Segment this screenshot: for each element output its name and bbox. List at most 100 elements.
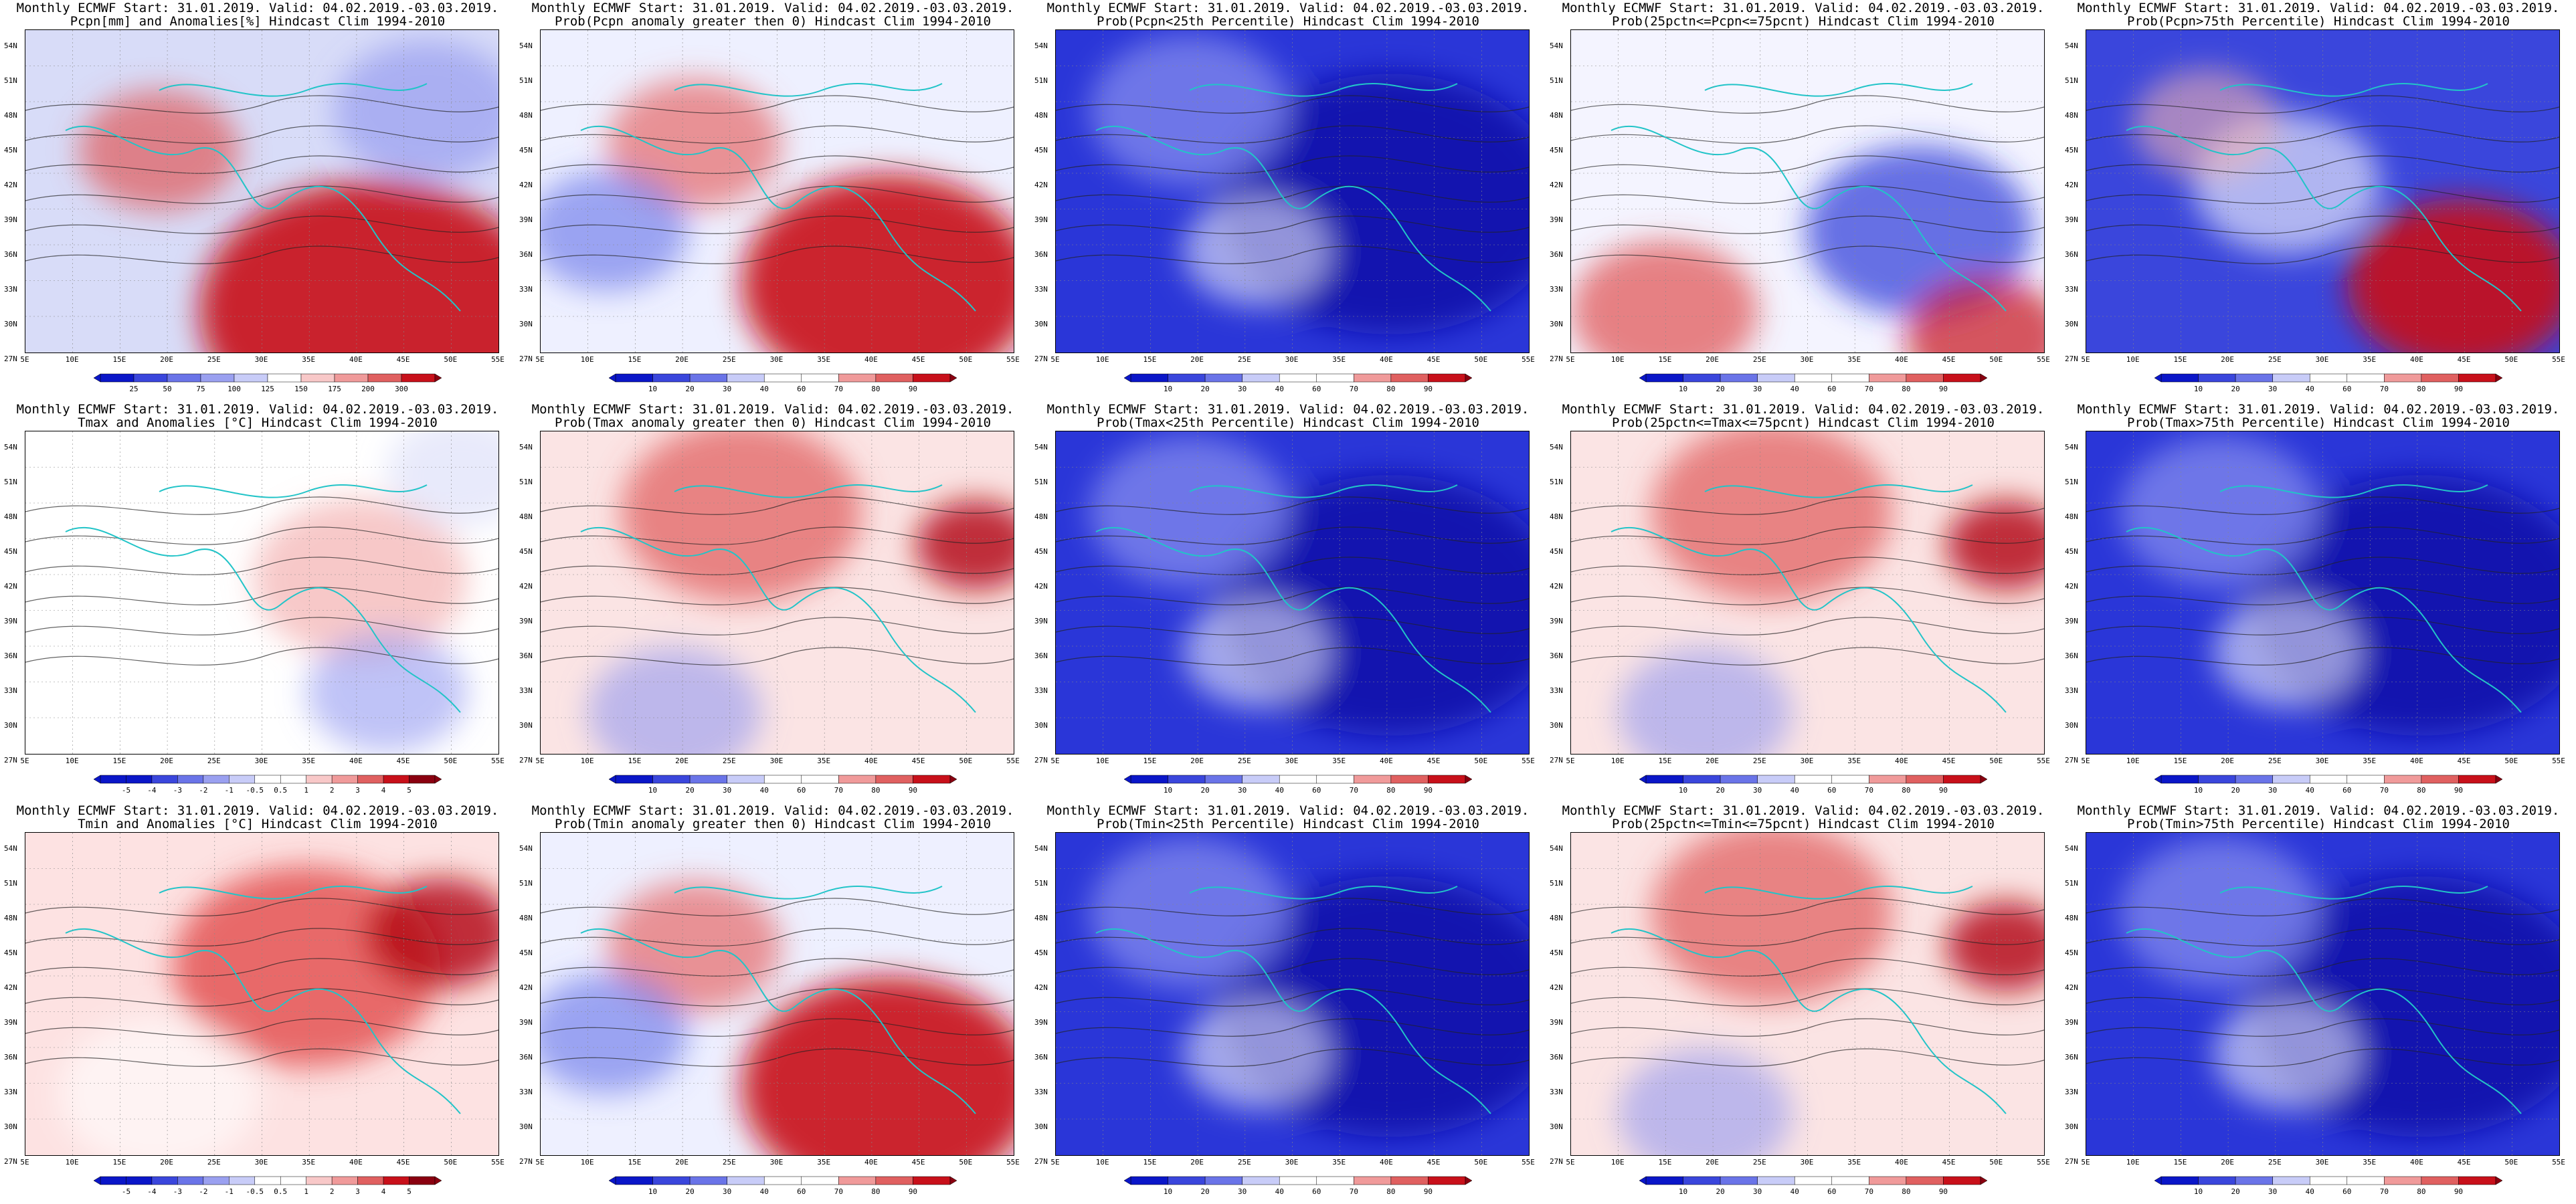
panel-title-line2: Prob(Tmax anomaly greater then 0) Hindca… [554, 415, 992, 430]
color-bar: 10 20 30 40 60 70 80 90 [2154, 373, 2503, 393]
panel-title-line1: Monthly ECMWF Start: 31.01.2019. Valid: … [531, 402, 1014, 417]
color-bar-tick: 20 [685, 1187, 695, 1196]
color-bar-tick: 10 [2193, 385, 2203, 393]
map-canvas [2086, 29, 2560, 353]
lon-label: 10E [1611, 355, 1625, 364]
lat-label: 30N [1550, 721, 1563, 730]
lon-label: 35E [2363, 757, 2377, 765]
lon-label: 15E [628, 757, 642, 765]
color-bar-tick: 80 [2417, 385, 2426, 393]
lat-label: 36N [1550, 250, 1563, 259]
lat-label: 27N [4, 1157, 17, 1166]
color-bar-tick: 80 [871, 786, 881, 795]
lon-label: 55E [1006, 355, 1020, 364]
lat-label: 30N [2065, 320, 2078, 328]
lat-label: 51N [1034, 478, 1048, 486]
map-canvas [1055, 832, 1530, 1156]
lat-label: 30N [1550, 320, 1563, 328]
lat-label: 48N [1550, 914, 1563, 922]
lon-label: 55E [2552, 1158, 2565, 1167]
lat-label: 33N [2065, 686, 2078, 695]
lat-label: 42N [4, 582, 17, 591]
lon-label: 55E [2552, 355, 2565, 364]
lon-label: 30E [769, 1158, 784, 1167]
lon-label: 55E [2037, 355, 2050, 364]
color-bar-tick: 40 [1275, 385, 1284, 393]
lat-label: 30N [2065, 721, 2078, 730]
map-panel: Monthly ECMWF Start: 31.01.2019. Valid: … [2061, 803, 2576, 1204]
lon-label: 20E [1190, 355, 1204, 364]
lon-label: 10E [2126, 1158, 2140, 1167]
lon-label: 50E [959, 1158, 973, 1167]
color-bar-tick: 1 [304, 786, 308, 795]
color-bar-tick: -4 [147, 786, 157, 795]
lat-label: 33N [519, 1088, 533, 1096]
color-bar-tick: 10 [648, 786, 658, 795]
lon-label: 15E [2173, 355, 2187, 364]
lon-label: 5E [535, 757, 545, 765]
lon-label: 40E [1379, 757, 1393, 765]
lat-label: 27N [519, 355, 533, 363]
lat-label: 45N [1034, 948, 1048, 957]
lon-label: 30E [769, 355, 784, 364]
color-bar-tick: -1 [224, 786, 234, 795]
lat-label: 39N [2065, 1018, 2078, 1027]
color-bar-tick: 30 [1753, 786, 1762, 795]
lon-label: 5E [2081, 757, 2090, 765]
color-bar-tick: 60 [797, 1187, 806, 1196]
lat-label: 33N [1034, 1088, 1048, 1096]
lon-label: 25E [1752, 1158, 1766, 1167]
lat-label: 30N [519, 320, 533, 328]
color-bar-tick: 20 [1200, 1187, 1210, 1196]
lat-label: 54N [1034, 844, 1048, 853]
panel-title-line2: Prob(Pcpn<25th Percentile) Hindcast Clim… [1097, 14, 1479, 29]
map-canvas [2086, 431, 2560, 755]
lat-label: 39N [2065, 617, 2078, 625]
color-bar-tick: 20 [2231, 1187, 2240, 1196]
lat-label: 48N [519, 111, 533, 120]
lat-label: 48N [2065, 914, 2078, 922]
color-bar-tick: 50 [163, 385, 172, 393]
lat-label: 45N [4, 146, 17, 155]
color-bar-tick: 30 [2268, 786, 2278, 795]
lat-label: 36N [4, 250, 17, 259]
panel-title-line2: Pcpn[mm] and Anomalies[%] Hindcast Clim … [70, 14, 446, 29]
color-bar-tick: 40 [1275, 786, 1284, 795]
lon-label: 5E [1566, 757, 1575, 765]
panel-title-line1: Monthly ECMWF Start: 31.01.2019. Valid: … [1046, 803, 1530, 818]
lon-label: 50E [959, 355, 973, 364]
lat-label: 33N [1550, 1088, 1563, 1096]
lat-label: 51N [1034, 76, 1048, 85]
lat-label: 54N [1550, 41, 1563, 50]
lat-label: 36N [519, 651, 533, 660]
lat-label: 33N [2065, 1088, 2078, 1096]
panel-title-line1: Monthly ECMWF Start: 31.01.2019. Valid: … [16, 402, 499, 417]
lat-label: 45N [1034, 146, 1048, 155]
lon-label: 40E [1894, 757, 1908, 765]
lat-label: 39N [1034, 215, 1048, 224]
lat-label: 42N [4, 983, 17, 992]
lon-label: 5E [1566, 1158, 1575, 1167]
color-bar-tick: 40 [1790, 385, 1799, 393]
lon-label: 20E [160, 1158, 174, 1167]
lon-label: 50E [1474, 1158, 1488, 1167]
color-bar-tick: 40 [759, 385, 769, 393]
lat-label: 36N [2065, 250, 2078, 259]
color-bar-tick: 300 [395, 385, 408, 393]
lon-label: 30E [769, 757, 784, 765]
map-canvas [25, 29, 499, 353]
lat-label: 42N [1550, 582, 1563, 591]
lat-label: 48N [4, 111, 17, 120]
lon-label: 40E [1894, 355, 1908, 364]
lon-label: 35E [1332, 1158, 1346, 1167]
map-panel: Monthly ECMWF Start: 31.01.2019. Valid: … [0, 401, 515, 803]
lon-label: 10E [2126, 757, 2140, 765]
lon-label: 40E [2409, 1158, 2423, 1167]
lon-label: 40E [1379, 355, 1393, 364]
lon-label: 10E [1611, 1158, 1625, 1167]
color-bar-tick: 20 [1200, 385, 1210, 393]
color-bar-tick: 60 [1827, 1187, 1837, 1196]
lon-label: 45E [2457, 757, 2471, 765]
lon-label: 55E [491, 355, 504, 364]
lon-label: 45E [2457, 1158, 2471, 1167]
